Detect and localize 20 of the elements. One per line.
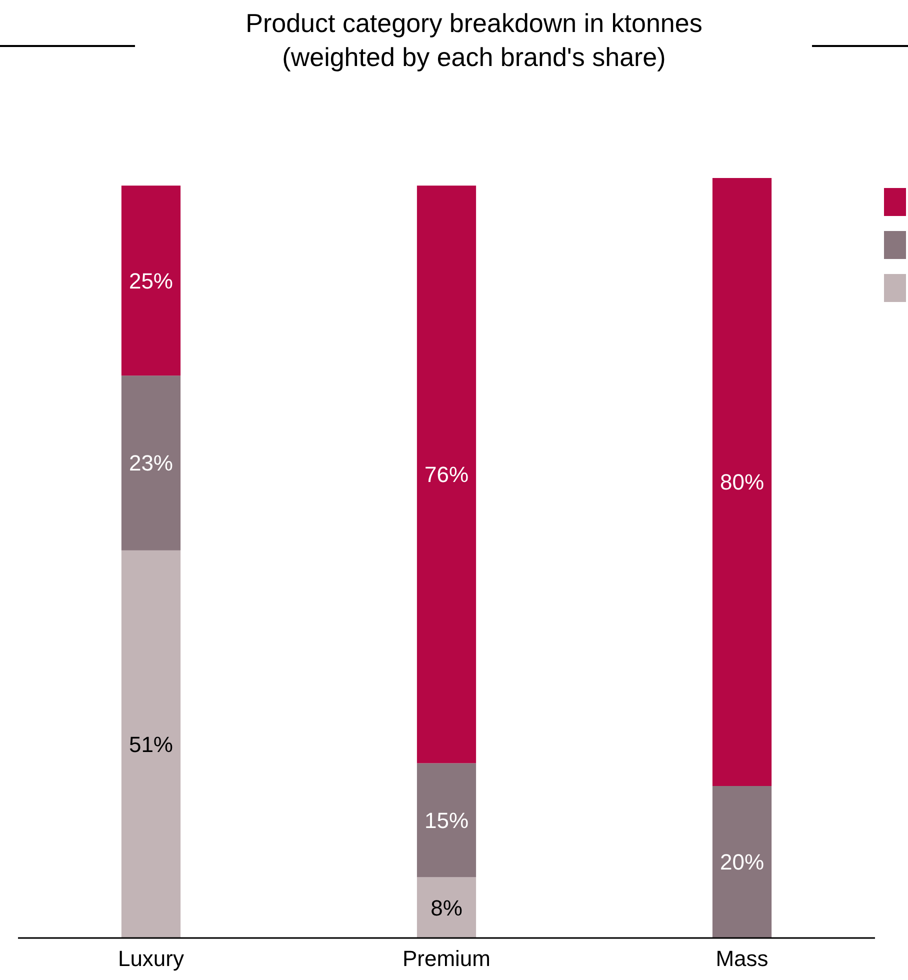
bar (121, 550, 181, 938)
bar (712, 178, 772, 786)
bar (416, 186, 476, 764)
bar (416, 763, 476, 878)
x-tick-label: Mass (716, 946, 768, 971)
data-label: 25% (128, 268, 174, 294)
data-label: 23% (128, 450, 174, 476)
chart-title: Product category breakdown in ktonnes (weighted by each brand's share) (246, 8, 702, 72)
bar (416, 877, 476, 938)
data-label: 8% (430, 895, 462, 920)
bar (121, 186, 181, 376)
bar (712, 786, 772, 938)
data-label: 51% (128, 732, 174, 757)
data-label: 80% (720, 470, 764, 495)
data-label: 20% (720, 850, 764, 875)
data-label: 15% (424, 808, 469, 833)
bar (121, 376, 181, 550)
x-tick-label: Luxury (118, 946, 184, 971)
x-tick-label: Premium (402, 946, 491, 971)
data-label: 76% (424, 462, 469, 488)
